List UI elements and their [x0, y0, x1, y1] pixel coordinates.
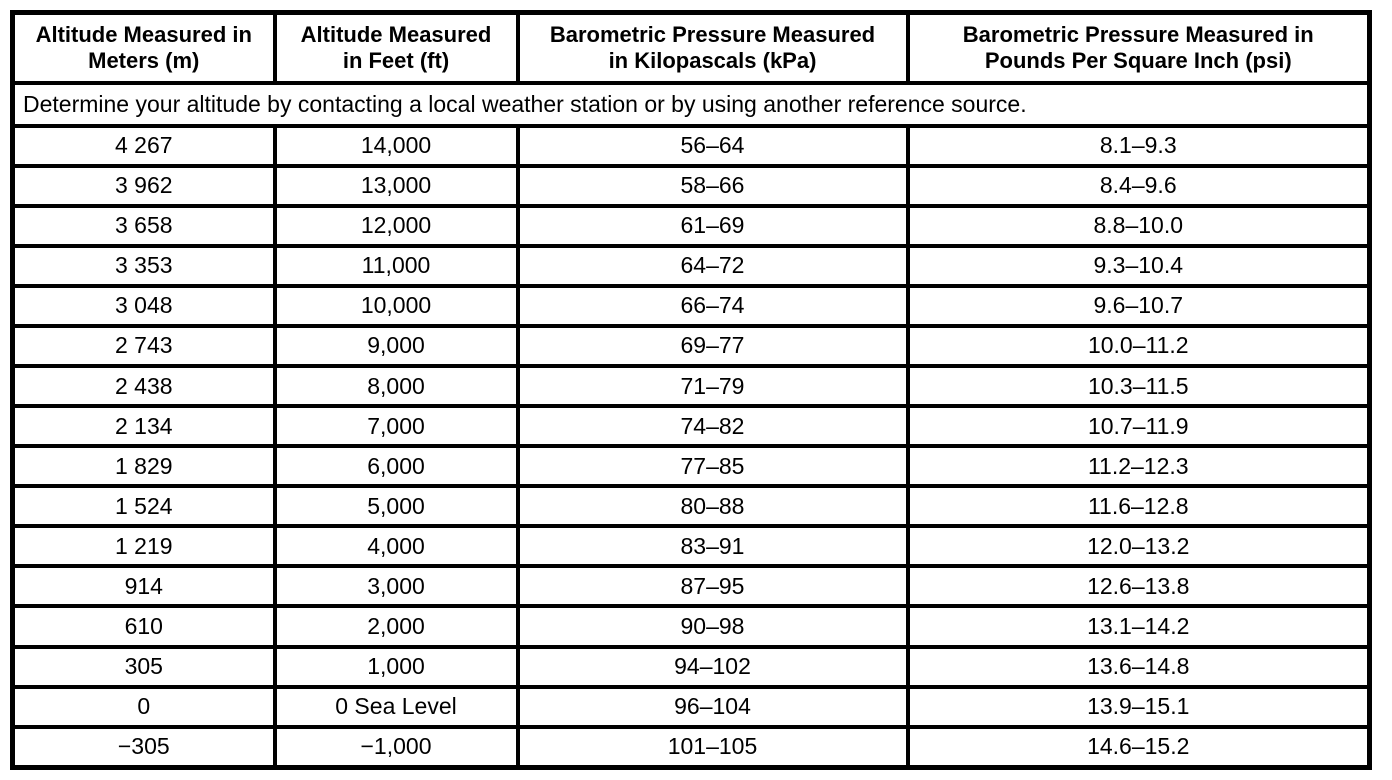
cell-r6-c3: 10.3–11.5	[905, 363, 1372, 409]
cell-r11-c2: 87–95	[515, 564, 910, 609]
cell-r3-c3: 9.3–10.4	[905, 243, 1372, 288]
cell-r14-c1: 0 Sea Level	[272, 684, 520, 729]
cell-r4-c1: 10,000	[272, 283, 520, 328]
cell-r14-c0: 0	[10, 684, 277, 729]
cell-r12-c3: 13.1–14.2	[905, 604, 1372, 649]
cell-r15-c3: 14.6–15.2	[905, 724, 1372, 770]
table-row: 610 2,000 90–98 13.1–14.2	[10, 604, 1372, 649]
cell-r12-c1: 2,000	[272, 604, 520, 649]
cell-r14-c3: 13.9–15.1	[905, 684, 1372, 729]
cell-r2-c0: 3 658	[10, 203, 277, 248]
altitude-pressure-table-container: Altitude Measured in Meters (m) Altitude …	[10, 10, 1372, 770]
cell-r0-c3: 8.1–9.3	[905, 123, 1372, 168]
cell-r8-c2: 77–85	[515, 444, 910, 489]
cell-r15-c0: −305	[10, 724, 277, 770]
cell-r11-c1: 3,000	[272, 564, 520, 609]
column-header-1: Altitude Measured in Feet (ft)	[272, 10, 520, 85]
table-row: 2 743 9,000 69–77 10.0–11.2	[10, 323, 1372, 368]
cell-r6-c0: 2 438	[10, 363, 277, 409]
cell-r9-c3: 11.6–12.8	[905, 484, 1372, 529]
cell-r13-c2: 94–102	[515, 644, 910, 689]
column-header-0: Altitude Measured in Meters (m)	[10, 10, 277, 85]
cell-r5-c1: 9,000	[272, 323, 520, 368]
header-row: Altitude Measured in Meters (m) Altitude …	[10, 10, 1372, 85]
cell-r13-c3: 13.6–14.8	[905, 644, 1372, 689]
cell-r3-c0: 3 353	[10, 243, 277, 288]
cell-r1-c3: 8.4–9.6	[905, 163, 1372, 208]
cell-r15-c1: −1,000	[272, 724, 520, 770]
cell-r7-c3: 10.7–11.9	[905, 404, 1372, 449]
cell-r11-c3: 12.6–13.8	[905, 564, 1372, 609]
altitude-note-text: Determine your altitude by contacting a …	[10, 81, 1372, 128]
altitude-pressure-table: Altitude Measured in Meters (m) Altitude …	[10, 10, 1372, 770]
table-row: 2 438 8,000 71–79 10.3–11.5	[10, 363, 1372, 409]
table-row: 3 048 10,000 66–74 9.6–10.7	[10, 283, 1372, 328]
table-row: 3 353 11,000 64–72 9.3–10.4	[10, 243, 1372, 288]
cell-r8-c0: 1 829	[10, 444, 277, 489]
cell-r10-c1: 4,000	[272, 524, 520, 569]
cell-r8-c1: 6,000	[272, 444, 520, 489]
cell-r9-c0: 1 524	[10, 484, 277, 529]
table-row: 305 1,000 94–102 13.6–14.8	[10, 644, 1372, 689]
cell-r15-c2: 101–105	[515, 724, 910, 770]
cell-r12-c0: 610	[10, 604, 277, 649]
cell-r1-c0: 3 962	[10, 163, 277, 208]
cell-r4-c2: 66–74	[515, 283, 910, 328]
cell-r13-c0: 305	[10, 644, 277, 689]
cell-r10-c0: 1 219	[10, 524, 277, 569]
cell-r4-c0: 3 048	[10, 283, 277, 328]
cell-r1-c2: 58–66	[515, 163, 910, 208]
table-row: 914 3,000 87–95 12.6–13.8	[10, 564, 1372, 609]
cell-r3-c2: 64–72	[515, 243, 910, 288]
cell-r10-c3: 12.0–13.2	[905, 524, 1372, 569]
cell-r3-c1: 11,000	[272, 243, 520, 288]
table-row: 1 829 6,000 77–85 11.2–12.3	[10, 444, 1372, 489]
cell-r4-c3: 9.6–10.7	[905, 283, 1372, 328]
table-row: 1 524 5,000 80–88 11.6–12.8	[10, 484, 1372, 529]
table-row: 3 962 13,000 58–66 8.4–9.6	[10, 163, 1372, 208]
column-header-2: Barometric Pressure Measured in Kilopasc…	[515, 10, 910, 85]
table-row: 4 267 14,000 56–64 8.1–9.3	[10, 123, 1372, 168]
cell-r7-c2: 74–82	[515, 404, 910, 449]
cell-r1-c1: 13,000	[272, 163, 520, 208]
cell-r0-c0: 4 267	[10, 123, 277, 168]
cell-r12-c2: 90–98	[515, 604, 910, 649]
cell-r5-c0: 2 743	[10, 323, 277, 368]
cell-r2-c1: 12,000	[272, 203, 520, 248]
table-row: 2 134 7,000 74–82 10.7–11.9	[10, 404, 1372, 449]
cell-r0-c2: 56–64	[515, 123, 910, 168]
cell-r7-c1: 7,000	[272, 404, 520, 449]
cell-r7-c0: 2 134	[10, 404, 277, 449]
cell-r2-c3: 8.8–10.0	[905, 203, 1372, 248]
cell-r9-c2: 80–88	[515, 484, 910, 529]
cell-r11-c0: 914	[10, 564, 277, 609]
cell-r14-c2: 96–104	[515, 684, 910, 729]
cell-r8-c3: 11.2–12.3	[905, 444, 1372, 489]
cell-r9-c1: 5,000	[272, 484, 520, 529]
table-row: −305 −1,000 101–105 14.6–15.2	[10, 724, 1372, 770]
cell-r10-c2: 83–91	[515, 524, 910, 569]
cell-r2-c2: 61–69	[515, 203, 910, 248]
cell-r5-c3: 10.0–11.2	[905, 323, 1372, 368]
cell-r6-c2: 71–79	[515, 363, 910, 409]
column-header-3: Barometric Pressure Measured in Pounds P…	[905, 10, 1372, 85]
cell-r5-c2: 69–77	[515, 323, 910, 368]
table-row: 1 219 4,000 83–91 12.0–13.2	[10, 524, 1372, 569]
cell-r6-c1: 8,000	[272, 363, 520, 409]
cell-r13-c1: 1,000	[272, 644, 520, 689]
cell-r0-c1: 14,000	[272, 123, 520, 168]
table-row: 3 658 12,000 61–69 8.8–10.0	[10, 203, 1372, 248]
note-row: Determine your altitude by contacting a …	[10, 81, 1372, 128]
